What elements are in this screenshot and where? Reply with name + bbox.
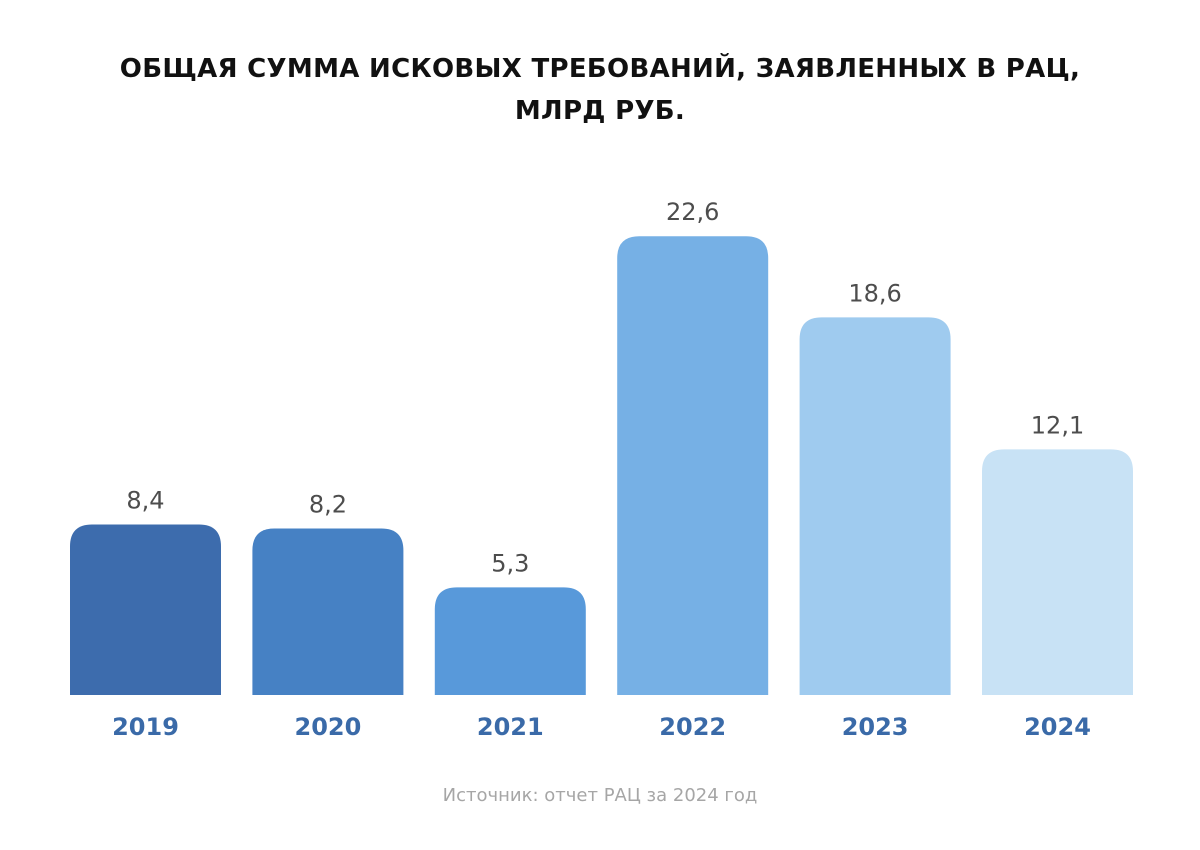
category-label-2021: 2021 [477, 713, 544, 741]
value-label-2020: 8,2 [309, 491, 347, 519]
value-label-2019: 8,4 [126, 486, 164, 514]
category-label-2022: 2022 [659, 713, 726, 741]
bar-2023 [799, 317, 951, 695]
value-label-2022: 22,6 [666, 198, 719, 226]
source-note: Источник: отчет РАЦ за 2024 год [442, 785, 758, 806]
bar-2021 [434, 587, 586, 695]
chart-title-line-2: МЛРД РУБ. [514, 96, 686, 126]
value-label-2023: 18,6 [848, 279, 901, 307]
bar-2020 [252, 528, 404, 695]
bar-2024 [982, 449, 1133, 695]
category-label-2019: 2019 [112, 713, 179, 741]
value-label-2021: 5,3 [491, 549, 529, 577]
bar-2022 [617, 236, 769, 695]
chart-title: ОБЩАЯ СУММА ИСКОВЫХ ТРЕБОВАНИЙ, ЗАЯВЛЕНН… [0, 48, 1200, 132]
category-label-2024: 2024 [1024, 713, 1091, 741]
value-label-2024: 12,1 [1031, 411, 1084, 439]
chart-title-line-1: ОБЩАЯ СУММА ИСКОВЫХ ТРЕБОВАНИЙ, ЗАЯВЛЕНН… [119, 54, 1081, 84]
category-label-2023: 2023 [842, 713, 909, 741]
bar-2019 [70, 524, 221, 695]
category-label-2020: 2020 [295, 713, 362, 741]
